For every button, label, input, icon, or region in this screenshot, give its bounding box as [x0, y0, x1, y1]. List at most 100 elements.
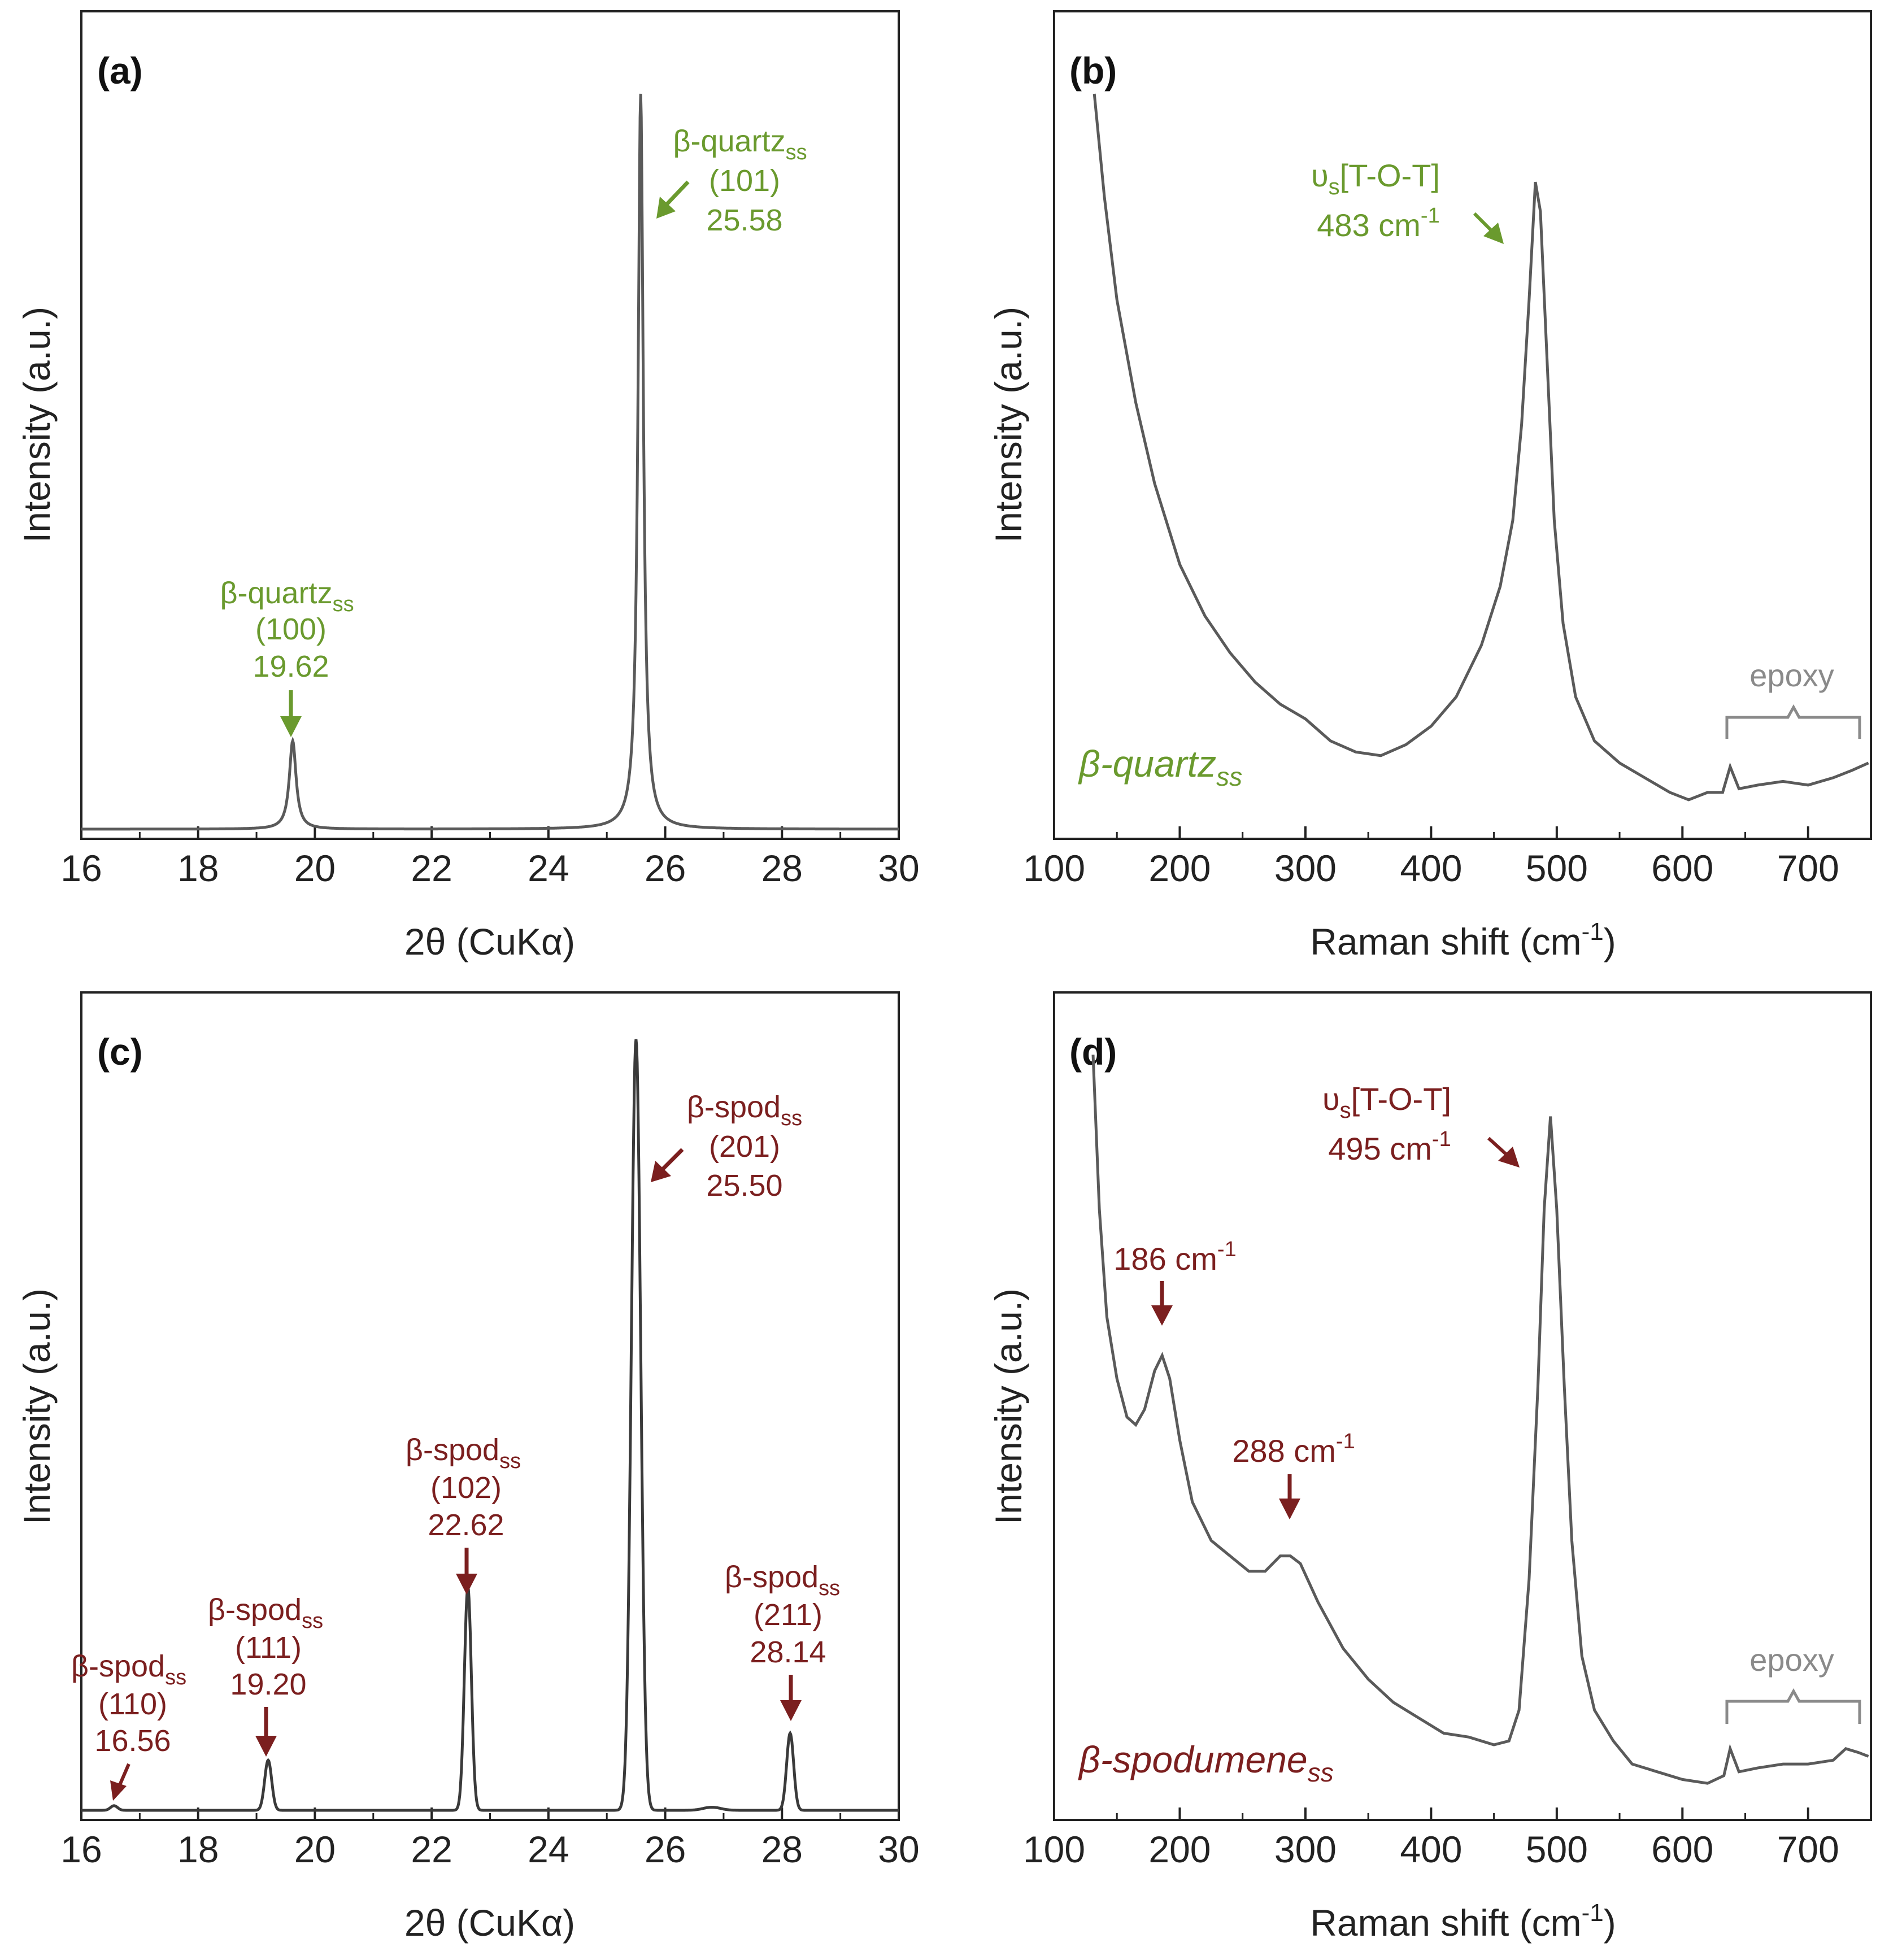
x-tick-label: 600 [1651, 1828, 1713, 1870]
epoxy-bracket: epoxy [1725, 1642, 1861, 1724]
raman-curve [1093, 93, 1869, 802]
x-tick-label: 22 [411, 1828, 452, 1870]
sample-label: β-spodumeness [1078, 1739, 1334, 1787]
hkl-label: (100) [255, 612, 327, 646]
annotation-quartz-101: β-quartzss (101) 25.58 [673, 124, 807, 237]
mode-position: 495 cm-1 [1328, 1127, 1451, 1166]
x-axis-ticks: 16 18 20 22 24 26 28 30 [60, 1807, 920, 1870]
arrow [656, 180, 690, 219]
x-tick-label: 18 [177, 1828, 219, 1870]
annotation-quartz-100: β-quartzss (100) 19.62 [220, 576, 354, 683]
x-tick-label: 600 [1651, 847, 1713, 889]
x-tick-label: 700 [1777, 847, 1839, 889]
phase-label: β-quartzss [220, 576, 354, 616]
xrd-curve [81, 1039, 899, 1812]
x-tick-label: 100 [1023, 847, 1085, 889]
x-tick-label: 24 [528, 1828, 569, 1870]
hkl-label: (201) [709, 1130, 780, 1164]
peak-position: 28.14 [750, 1635, 826, 1669]
x-axis-label: Raman shift (cm-1) [1310, 1899, 1616, 1944]
annotation-spod-110: β-spodss (110) 16.56 [71, 1649, 186, 1758]
arrow [651, 1148, 684, 1182]
x-axis-ticks: 100 200 300 400 500 600 700 [1023, 1807, 1839, 1870]
arrow [280, 690, 302, 737]
hkl-label: (101) [709, 164, 780, 198]
x-tick-label: 300 [1274, 847, 1337, 889]
panel-c: (c) 16 18 20 22 24 26 28 30 2θ (CuKα) Intensity… [16, 991, 920, 1944]
bracket [1725, 1688, 1861, 1724]
panel-a: (a) 16 18 20 22 24 26 28 30 2θ (CuKα) Intensity… [16, 10, 920, 962]
x-tick-label: 28 [761, 847, 803, 889]
x-tick-label: 300 [1274, 1828, 1337, 1870]
x-tick-label: 100 [1023, 1828, 1085, 1870]
x-axis-label: 2θ (CuKα) [404, 1902, 575, 1944]
y-axis-label: Intensity (a.u.) [16, 307, 58, 543]
phase-label: β-spodss [208, 1593, 323, 1633]
arrow [1151, 1281, 1173, 1326]
x-tick-label: 26 [645, 1828, 686, 1870]
mode-label: υs[T-O-T] [1311, 158, 1440, 199]
hkl-label: (102) [430, 1471, 502, 1505]
annotation-spod-111: β-spodss (111) 19.20 [208, 1593, 323, 1701]
hkl-label: (211) [754, 1598, 822, 1632]
bracket [1725, 704, 1861, 739]
plot-frame [1053, 991, 1872, 1821]
x-tick-label: 400 [1400, 1828, 1462, 1870]
peak-position: 25.58 [706, 203, 782, 237]
arrow [1473, 212, 1504, 244]
xrd-curve [81, 93, 899, 831]
x-tick-label: 16 [60, 847, 102, 889]
arrow [456, 1548, 477, 1595]
x-tick-label: 500 [1526, 1828, 1588, 1870]
panel-b: (b) 100 200 300 400 500 600 700 Raman shift (c… [987, 10, 1872, 962]
x-tick-label: 16 [60, 1828, 102, 1870]
annotation-483: υs[T-O-T] 483 cm-1 [1311, 158, 1440, 243]
x-axis-ticks: 100 200 300 400 500 600 700 [1023, 826, 1839, 889]
x-tick-label: 18 [177, 847, 219, 889]
x-tick-label: 24 [528, 847, 569, 889]
panel-label: (b) [1069, 50, 1117, 92]
x-tick-label: 20 [294, 1828, 336, 1870]
epoxy-label: epoxy [1749, 657, 1834, 693]
epoxy-bracket: epoxy [1725, 657, 1861, 739]
y-axis-label: Intensity (a.u.) [16, 1288, 58, 1525]
x-tick-label: 28 [761, 1828, 803, 1870]
x-tick-label: 30 [878, 1828, 919, 1870]
x-tick-label: 20 [294, 847, 336, 889]
peak-position: 16.56 [94, 1724, 171, 1758]
phase-label: β-quartzss [673, 124, 807, 164]
y-axis-label: Intensity (a.u.) [987, 307, 1029, 543]
x-tick-label: 26 [645, 847, 686, 889]
mode-position: 483 cm-1 [1317, 204, 1439, 243]
plot-frame [1053, 10, 1872, 840]
arrow [255, 1707, 277, 1757]
x-tick-label: 500 [1526, 847, 1588, 889]
phase-label: β-spodss [406, 1433, 521, 1473]
mode-label: υs[T-O-T] [1322, 1081, 1451, 1123]
phase-label: β-spodss [71, 1649, 186, 1689]
raman-curve [1091, 1055, 1869, 1785]
sample-label: β-quartzss [1078, 743, 1242, 791]
epoxy-label: epoxy [1749, 1642, 1834, 1678]
phase-label: β-spodss [687, 1090, 802, 1130]
phase-label: β-spodss [725, 1560, 840, 1600]
y-axis-label: Intensity (a.u.) [987, 1288, 1029, 1525]
arrow [780, 1675, 802, 1721]
x-axis-ticks: 16 18 20 22 24 26 28 30 [60, 826, 920, 889]
arrow [1279, 1474, 1300, 1519]
x-axis-label: Raman shift (cm-1) [1310, 918, 1616, 962]
hkl-label: (110) [98, 1687, 167, 1721]
x-axis-label: 2θ (CuKα) [404, 921, 575, 962]
arrow [110, 1763, 130, 1801]
arrow [1487, 1136, 1520, 1168]
panel-d: (d) 100 200 300 400 500 600 700 Raman shift (c… [987, 991, 1872, 1944]
mode-position: 186 cm-1 [1113, 1238, 1236, 1277]
annotation-spod-211: β-spodss (211) 28.14 [725, 1560, 840, 1669]
annotation-spod-102: β-spodss (102) 22.62 [406, 1433, 521, 1542]
peak-position: 19.62 [253, 650, 329, 683]
panel-label: (a) [97, 50, 143, 92]
x-tick-label: 400 [1400, 847, 1462, 889]
hkl-label: (111) [235, 1631, 302, 1665]
x-tick-label: 22 [411, 847, 452, 889]
